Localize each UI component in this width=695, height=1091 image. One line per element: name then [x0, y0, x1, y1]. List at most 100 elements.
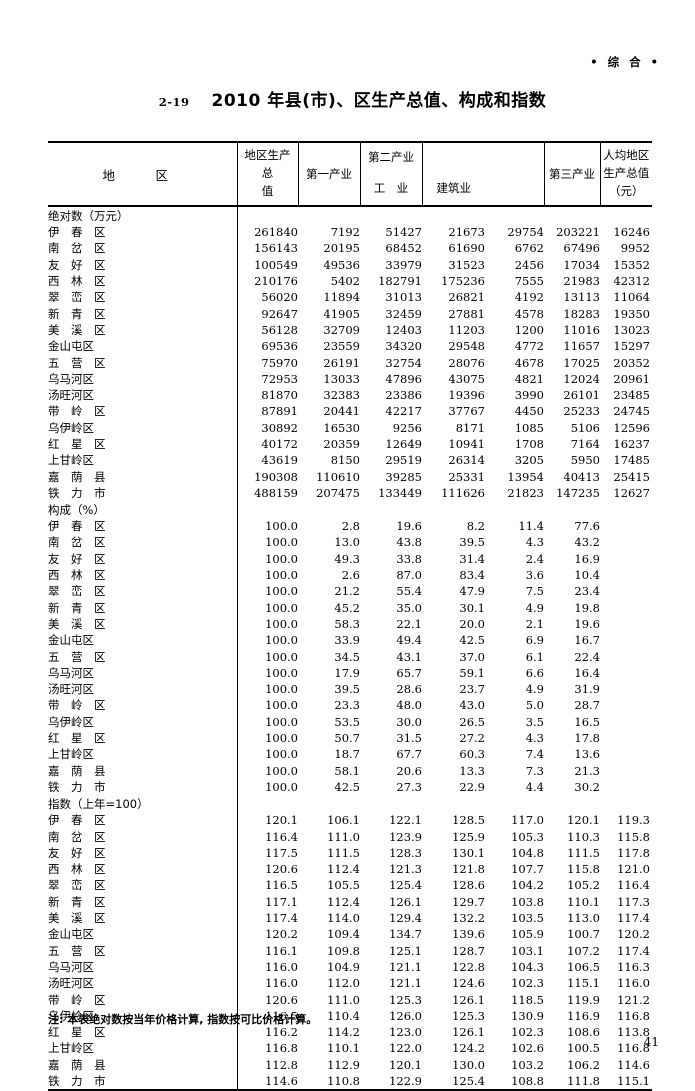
cell-value: 2.1 — [525, 616, 544, 631]
cell-value: 106.1 — [327, 813, 360, 828]
table-row: 友 好 区 100549 49536 33979 31523 2456 17034 15352 — [48, 256, 652, 273]
cell-value: 6.1 — [525, 649, 544, 664]
region-name: 友 好 区 — [48, 845, 106, 860]
cell-value: 25233 — [563, 404, 600, 419]
cell-value: 40413 — [563, 469, 600, 484]
cell-value: 22.1 — [396, 616, 422, 631]
cell-value: 115.1 — [600, 1072, 652, 1091]
region-name: 红 星 区 — [48, 437, 106, 451]
cell-value: 2.4 — [525, 551, 544, 566]
section-label-spacer — [360, 501, 422, 518]
cell-value: 120.6 — [236, 860, 298, 878]
cell-value: 30.1 — [459, 600, 485, 615]
cell-value: 16530 — [323, 420, 360, 435]
cell-value: 100.0 — [236, 746, 298, 763]
cell-value: 7164 — [570, 437, 600, 451]
region-name: 西 林 区 — [48, 862, 106, 877]
cell-value: 5402 — [330, 274, 360, 289]
cell-value: 23386 — [385, 388, 422, 403]
cell-value: 11657 — [563, 339, 600, 354]
cell-value: 111.5 — [327, 845, 360, 860]
cell-value: 6.6 — [525, 665, 544, 680]
section-label-spacer — [485, 795, 544, 812]
cell-value: 2456 — [514, 257, 544, 272]
cell-value — [600, 567, 652, 583]
cell-value: 39285 — [385, 469, 422, 484]
cell-value: 22.9 — [459, 779, 485, 794]
cell-value: 117.1 — [236, 893, 298, 910]
cell-value: 100.0 — [236, 762, 298, 779]
cell-value: 100.0 — [236, 729, 298, 747]
cell-value: 4.4 — [525, 779, 544, 794]
cell-value — [600, 583, 652, 599]
cell-value: 10941 — [448, 437, 485, 451]
cell-value: 75970 — [236, 354, 298, 371]
cell-value: 121.1 — [389, 959, 422, 974]
cell-value: 113.0 — [567, 911, 600, 926]
region-name: 上甘岭区 — [48, 1041, 94, 1056]
cell-value: 139.6 — [452, 927, 485, 942]
cell-value: 26101 — [563, 388, 600, 403]
cell-value: 26821 — [448, 290, 485, 305]
cell-value: 12024 — [563, 371, 600, 386]
cell-value: 13.6 — [574, 747, 600, 762]
cell-value: 100549 — [236, 256, 298, 273]
cell-value: 23485 — [613, 388, 650, 403]
cell-value: 102.3 — [511, 1025, 544, 1040]
cell-value: 128.6 — [452, 878, 485, 893]
cell-value: 100.0 — [236, 697, 298, 714]
cell-value: 20359 — [323, 437, 360, 451]
cell-value: 67496 — [563, 241, 600, 256]
cell-value: 100.0 — [236, 713, 298, 730]
header-row-top: 地 区 地区生产 总 值 第一产业 第二产业 第三产业 人均地区 生产总值 （元… — [48, 141, 652, 207]
cell-value: 13113 — [563, 290, 600, 305]
cell-value: 3.5 — [525, 714, 544, 729]
cell-value: 111.0 — [327, 829, 360, 844]
cell-value: 120.2 — [617, 927, 650, 942]
cell-value: 18283 — [563, 306, 600, 321]
cell-value: 8171 — [455, 420, 485, 435]
cell-value — [600, 518, 652, 534]
cell-value: 19350 — [613, 306, 650, 321]
cell-value: 10.4 — [574, 568, 600, 583]
table-row: 美 溪 区 117.4 114.0 129.4 132.2 103.5 113.0 117.4 — [48, 909, 652, 927]
cell-value: 125.1 — [389, 943, 422, 958]
cell-value: 29548 — [448, 339, 485, 354]
cell-value: 123.0 — [389, 1025, 422, 1040]
cell-value: 103.2 — [511, 1057, 544, 1072]
cell-value: 2.6 — [341, 568, 360, 583]
cell-value: 113.8 — [617, 1025, 650, 1040]
cell-value: 7.5 — [525, 584, 544, 599]
cell-value: 116.0 — [236, 958, 298, 976]
cell-value — [600, 779, 652, 795]
cell-value: 8150 — [330, 453, 360, 468]
cell-value: 32754 — [385, 355, 422, 370]
cell-value: 49.3 — [334, 551, 360, 566]
cell-value: 112.4 — [327, 894, 360, 909]
header-per-capita-line3: （元） — [609, 183, 644, 198]
cell-value: 110.1 — [327, 1041, 360, 1056]
cell-value: 30892 — [236, 419, 298, 436]
table-row: 嘉 荫 县 190308 110610 39285 25331 13954 40413 254… — [48, 468, 652, 485]
cell-value: 28.6 — [396, 682, 422, 697]
cell-value: 107.7 — [511, 862, 544, 877]
table-row: 友 好 区 100.0 49.3 33.8 31.4 2.4 16.9 — [48, 550, 652, 567]
cell-value: 87891 — [236, 403, 298, 420]
cell-value: 65.7 — [396, 665, 422, 680]
cell-value: 26191 — [323, 355, 360, 370]
table-row: 五 营 区 116.1 109.8 125.1 128.7 103.1 107.2 117.4 — [48, 942, 652, 959]
cell-value: 114.0 — [327, 911, 360, 926]
cell-value — [600, 665, 652, 681]
cell-value: 47896 — [385, 371, 422, 386]
cell-value: 104.3 — [511, 959, 544, 974]
cell-value: 5.0 — [525, 698, 544, 713]
cell-value: 110.3 — [567, 829, 600, 844]
page-number: 41 — [643, 1035, 659, 1049]
region-name: 新 青 区 — [48, 306, 106, 321]
table-row: 翠 峦 区 100.0 21.2 55.4 47.9 7.5 23.4 — [48, 583, 652, 600]
cell-value: 43.8 — [396, 535, 422, 550]
cell-value: 123.9 — [389, 829, 422, 844]
section-label-spacer — [422, 795, 485, 812]
cell-value: 27881 — [448, 306, 485, 321]
region-name: 汤旺河区 — [48, 976, 94, 991]
